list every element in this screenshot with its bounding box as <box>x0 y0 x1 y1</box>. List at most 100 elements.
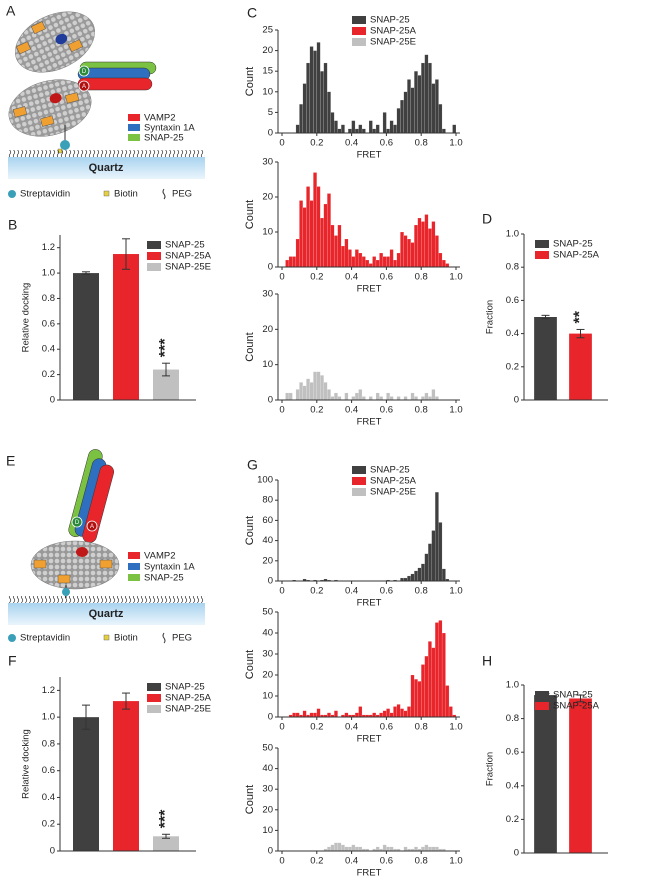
histogram-bar <box>428 228 432 268</box>
legend-swatch <box>352 488 366 496</box>
histogram-bar <box>379 252 384 268</box>
histogram-bar <box>431 530 436 582</box>
histogram-bar <box>309 200 314 268</box>
histogram-bar <box>320 375 324 401</box>
vesicle <box>30 540 120 590</box>
histogram-bar <box>431 83 436 134</box>
histogram-bar <box>375 846 380 852</box>
y-tick-label: 20 <box>262 192 273 203</box>
x-tick-label: 0.2 <box>310 272 323 283</box>
histogram-bar <box>403 846 408 852</box>
histogram-bar <box>382 844 387 852</box>
y-tick-label: 20 <box>262 324 273 335</box>
y-tick-label: 20 <box>262 555 273 566</box>
histogram-bar <box>431 389 436 401</box>
histogram-bar <box>327 91 331 134</box>
bar <box>153 836 179 851</box>
histogram-bar <box>424 54 429 134</box>
histogram-bar <box>431 846 436 852</box>
legend-label: SNAP-25A <box>553 250 600 261</box>
snare-complex: D A <box>77 61 157 92</box>
histogram-bar <box>341 245 345 268</box>
y-tick-label: 50 <box>262 607 273 618</box>
legend-label: SNAP-25A <box>553 701 600 712</box>
histogram-bar <box>414 396 418 401</box>
histogram-bar <box>351 844 356 852</box>
y-tick-label: 0.2 <box>42 819 55 830</box>
peg-layer <box>8 596 205 603</box>
histogram-bar <box>434 235 439 268</box>
legend-swatch <box>147 263 161 271</box>
donor-label: D <box>82 69 87 75</box>
histogram-bar <box>438 252 443 268</box>
histogram-bar <box>428 641 432 718</box>
histogram-bar <box>441 259 446 268</box>
histogram-bar <box>375 259 380 268</box>
y-tick-label: 5 <box>268 107 273 118</box>
histogram-bar <box>386 708 391 718</box>
histogram-bar <box>347 249 352 268</box>
y-tick-label: 0 <box>50 846 55 857</box>
surface-legend: Streptavidin Biotin PEG <box>8 633 192 644</box>
legend-swatch <box>147 252 161 260</box>
histogram-bar <box>389 120 394 134</box>
y-tick-label: 0 <box>268 128 273 139</box>
histogram-bar <box>375 124 380 134</box>
x-tick-label: 0.6 <box>380 856 393 867</box>
x-tick-label: 1.0 <box>449 138 462 149</box>
vesicle <box>15 11 95 73</box>
histogram-bar <box>386 128 391 134</box>
histogram-bar <box>344 238 349 268</box>
legend-label: PEG <box>172 189 192 200</box>
histogram-bar <box>292 256 297 268</box>
significance: ** <box>572 310 589 323</box>
legend-swatch <box>535 240 549 248</box>
histogram-bar <box>344 846 349 852</box>
x-tick-label: 0.2 <box>310 138 323 149</box>
y-tick-label: 0 <box>268 712 273 723</box>
y-axis-label: Count <box>244 200 256 229</box>
histogram-bar <box>337 842 342 852</box>
histogram-bar <box>434 846 439 852</box>
legend-label: SNAP-25A <box>370 26 417 37</box>
y-tick-label: 1.2 <box>42 242 55 253</box>
y-tick-label: 10 <box>262 825 273 836</box>
y-tick-label: 0.8 <box>42 738 55 749</box>
legend-label: PEG <box>172 633 192 644</box>
histogram-bar <box>445 263 450 268</box>
histogram-bar <box>417 681 422 718</box>
histogram-bar <box>389 249 394 268</box>
legend-swatch <box>535 702 549 710</box>
y-axis-label: Relative docking <box>21 283 32 353</box>
bar <box>569 698 592 853</box>
histogram-bar <box>285 392 290 401</box>
histogram-bar <box>295 124 300 134</box>
x-axis-label: FRET <box>357 734 382 745</box>
legend-label: SNAP-25E <box>370 37 416 48</box>
x-tick-label: 0 <box>279 856 284 867</box>
legend-swatch <box>147 694 161 702</box>
histogram-bar <box>368 120 373 134</box>
histogram-bar <box>313 172 317 268</box>
histogram-bar <box>438 522 443 582</box>
histogram-bar <box>396 396 401 401</box>
histogram-bar <box>407 79 411 134</box>
x-tick-label: 0.8 <box>415 138 428 149</box>
histogram-bar <box>299 200 304 268</box>
histogram-bar <box>309 382 314 401</box>
histogram-bar <box>396 252 401 268</box>
histogram-bar <box>372 128 377 134</box>
bar <box>113 254 139 400</box>
histogram-bar <box>334 392 338 401</box>
histogram-bar <box>316 186 321 268</box>
y-tick-label: 0 <box>268 846 273 857</box>
y-tick-label: 60 <box>262 515 273 526</box>
histogram-bar <box>365 259 370 268</box>
histogram-bar <box>417 567 422 582</box>
histogram-bar <box>421 846 425 852</box>
x-tick-label: 0.4 <box>345 138 358 149</box>
x-tick-label: 0.4 <box>345 405 358 416</box>
histogram-bar <box>299 382 304 401</box>
legend-label: SNAP-25E <box>370 487 416 498</box>
legend-swatch <box>535 691 549 699</box>
